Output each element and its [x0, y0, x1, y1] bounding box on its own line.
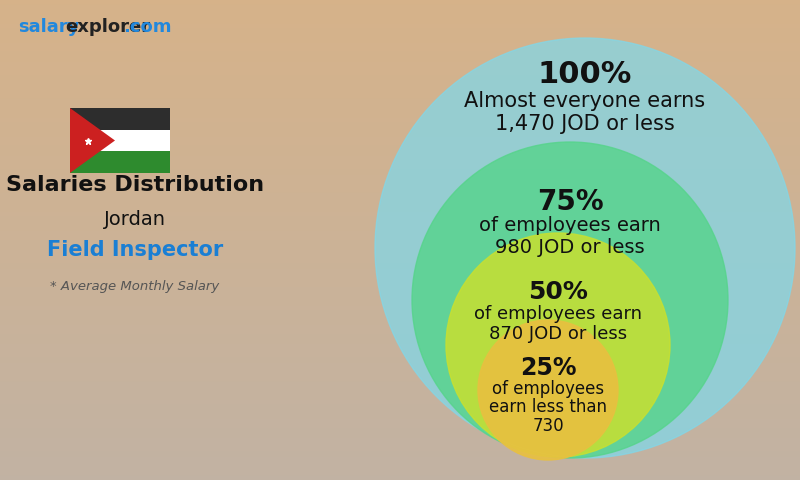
Text: Field Inspector: Field Inspector [47, 240, 223, 260]
Text: 25%: 25% [520, 356, 576, 380]
Text: 75%: 75% [537, 188, 603, 216]
Bar [70, 130, 170, 151]
Text: 100%: 100% [538, 60, 632, 89]
Text: * Average Monthly Salary: * Average Monthly Salary [50, 280, 220, 293]
Text: salary: salary [18, 18, 79, 36]
Text: 1,470 JOD or less: 1,470 JOD or less [495, 114, 675, 134]
Text: 50%: 50% [528, 280, 588, 304]
Circle shape [446, 233, 670, 457]
Circle shape [478, 320, 618, 460]
Text: Jordan: Jordan [104, 210, 166, 229]
Text: 870 JOD or less: 870 JOD or less [489, 325, 627, 343]
Text: .com: .com [123, 18, 171, 36]
Text: Almost everyone earns: Almost everyone earns [465, 91, 706, 111]
Circle shape [412, 142, 728, 458]
Text: explorer: explorer [65, 18, 150, 36]
Circle shape [375, 38, 795, 458]
Bar [70, 108, 170, 130]
Bar [70, 151, 170, 173]
Text: earn less than: earn less than [489, 398, 607, 417]
Text: 980 JOD or less: 980 JOD or less [495, 238, 645, 257]
Text: of employees earn: of employees earn [474, 305, 642, 323]
Text: 730: 730 [532, 417, 564, 435]
Text: of employees earn: of employees earn [479, 216, 661, 235]
Polygon shape [70, 108, 115, 173]
Text: of employees: of employees [492, 380, 604, 398]
Text: Salaries Distribution: Salaries Distribution [6, 175, 264, 195]
